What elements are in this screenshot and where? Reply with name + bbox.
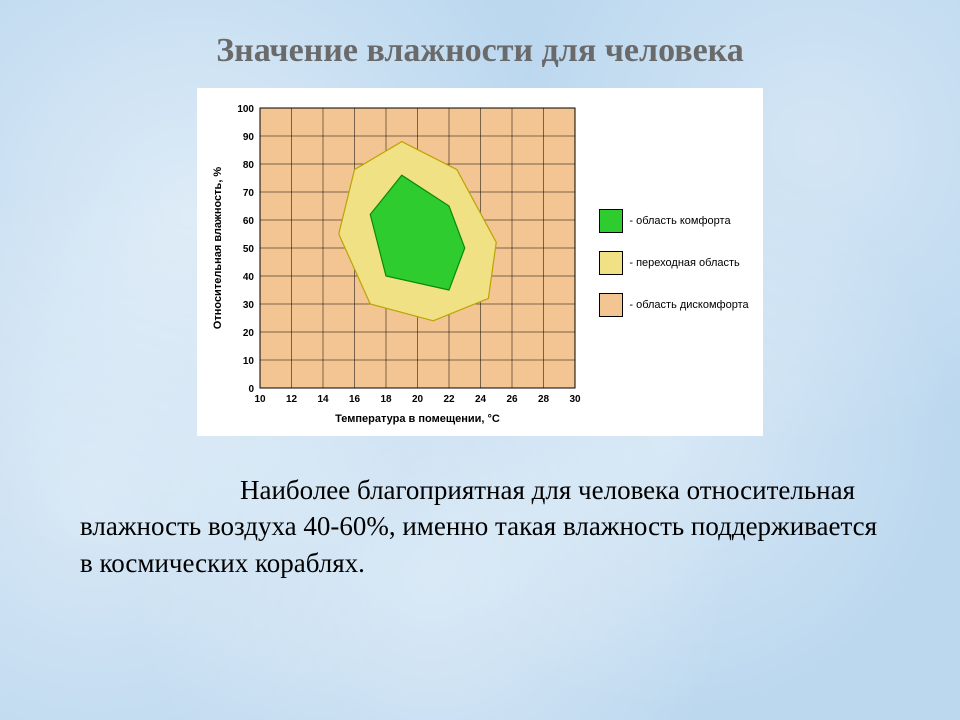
svg-text:30: 30 xyxy=(243,300,255,311)
chart-card: 1012141618202224262830010203040506070809… xyxy=(197,88,762,436)
svg-text:20: 20 xyxy=(412,394,424,405)
svg-text:Температура в помещении, °С: Температура в помещении, °С xyxy=(335,413,500,425)
svg-text:26: 26 xyxy=(507,394,519,405)
legend-label: - область комфорта xyxy=(629,215,730,227)
legend-label: - переходная область xyxy=(629,257,739,269)
page-title: Значение влажности для человека xyxy=(0,0,960,70)
svg-text:100: 100 xyxy=(238,104,255,115)
svg-text:10: 10 xyxy=(255,394,267,405)
svg-text:40: 40 xyxy=(243,272,255,283)
svg-text:14: 14 xyxy=(318,394,330,405)
body-text: Наиболее благоприятная для человека отно… xyxy=(0,472,960,581)
legend-swatch xyxy=(599,209,623,233)
svg-text:10: 10 xyxy=(243,356,255,367)
svg-text:24: 24 xyxy=(475,394,487,405)
svg-text:16: 16 xyxy=(349,394,361,405)
svg-text:60: 60 xyxy=(243,216,255,227)
svg-text:28: 28 xyxy=(538,394,550,405)
legend-swatch xyxy=(599,251,623,275)
svg-text:30: 30 xyxy=(570,394,582,405)
svg-text:0: 0 xyxy=(249,384,255,395)
legend-item: - переходная область xyxy=(599,251,748,275)
body-p2: влажность воздуха 40-60%, именно такая в… xyxy=(80,508,880,581)
svg-text:90: 90 xyxy=(243,132,255,143)
svg-text:50: 50 xyxy=(243,244,255,255)
chart-legend: - область комфорта - переходная область - … xyxy=(599,191,748,335)
svg-text:12: 12 xyxy=(286,394,298,405)
svg-text:Относительная влажность, %: Относительная влажность, % xyxy=(212,167,224,330)
legend-item: - область дискомфорта xyxy=(599,293,748,317)
svg-text:70: 70 xyxy=(243,188,255,199)
legend-item: - область комфорта xyxy=(599,209,748,233)
legend-swatch xyxy=(599,293,623,317)
svg-text:80: 80 xyxy=(243,160,255,171)
comfort-chart: 1012141618202224262830010203040506070809… xyxy=(205,98,585,428)
legend-label: - область дискомфорта xyxy=(629,299,748,311)
body-p1: Наиболее благоприятная для человека отно… xyxy=(240,475,855,505)
svg-text:20: 20 xyxy=(243,328,255,339)
svg-text:18: 18 xyxy=(381,394,393,405)
svg-text:22: 22 xyxy=(444,394,456,405)
chart-container: 1012141618202224262830010203040506070809… xyxy=(0,88,960,436)
